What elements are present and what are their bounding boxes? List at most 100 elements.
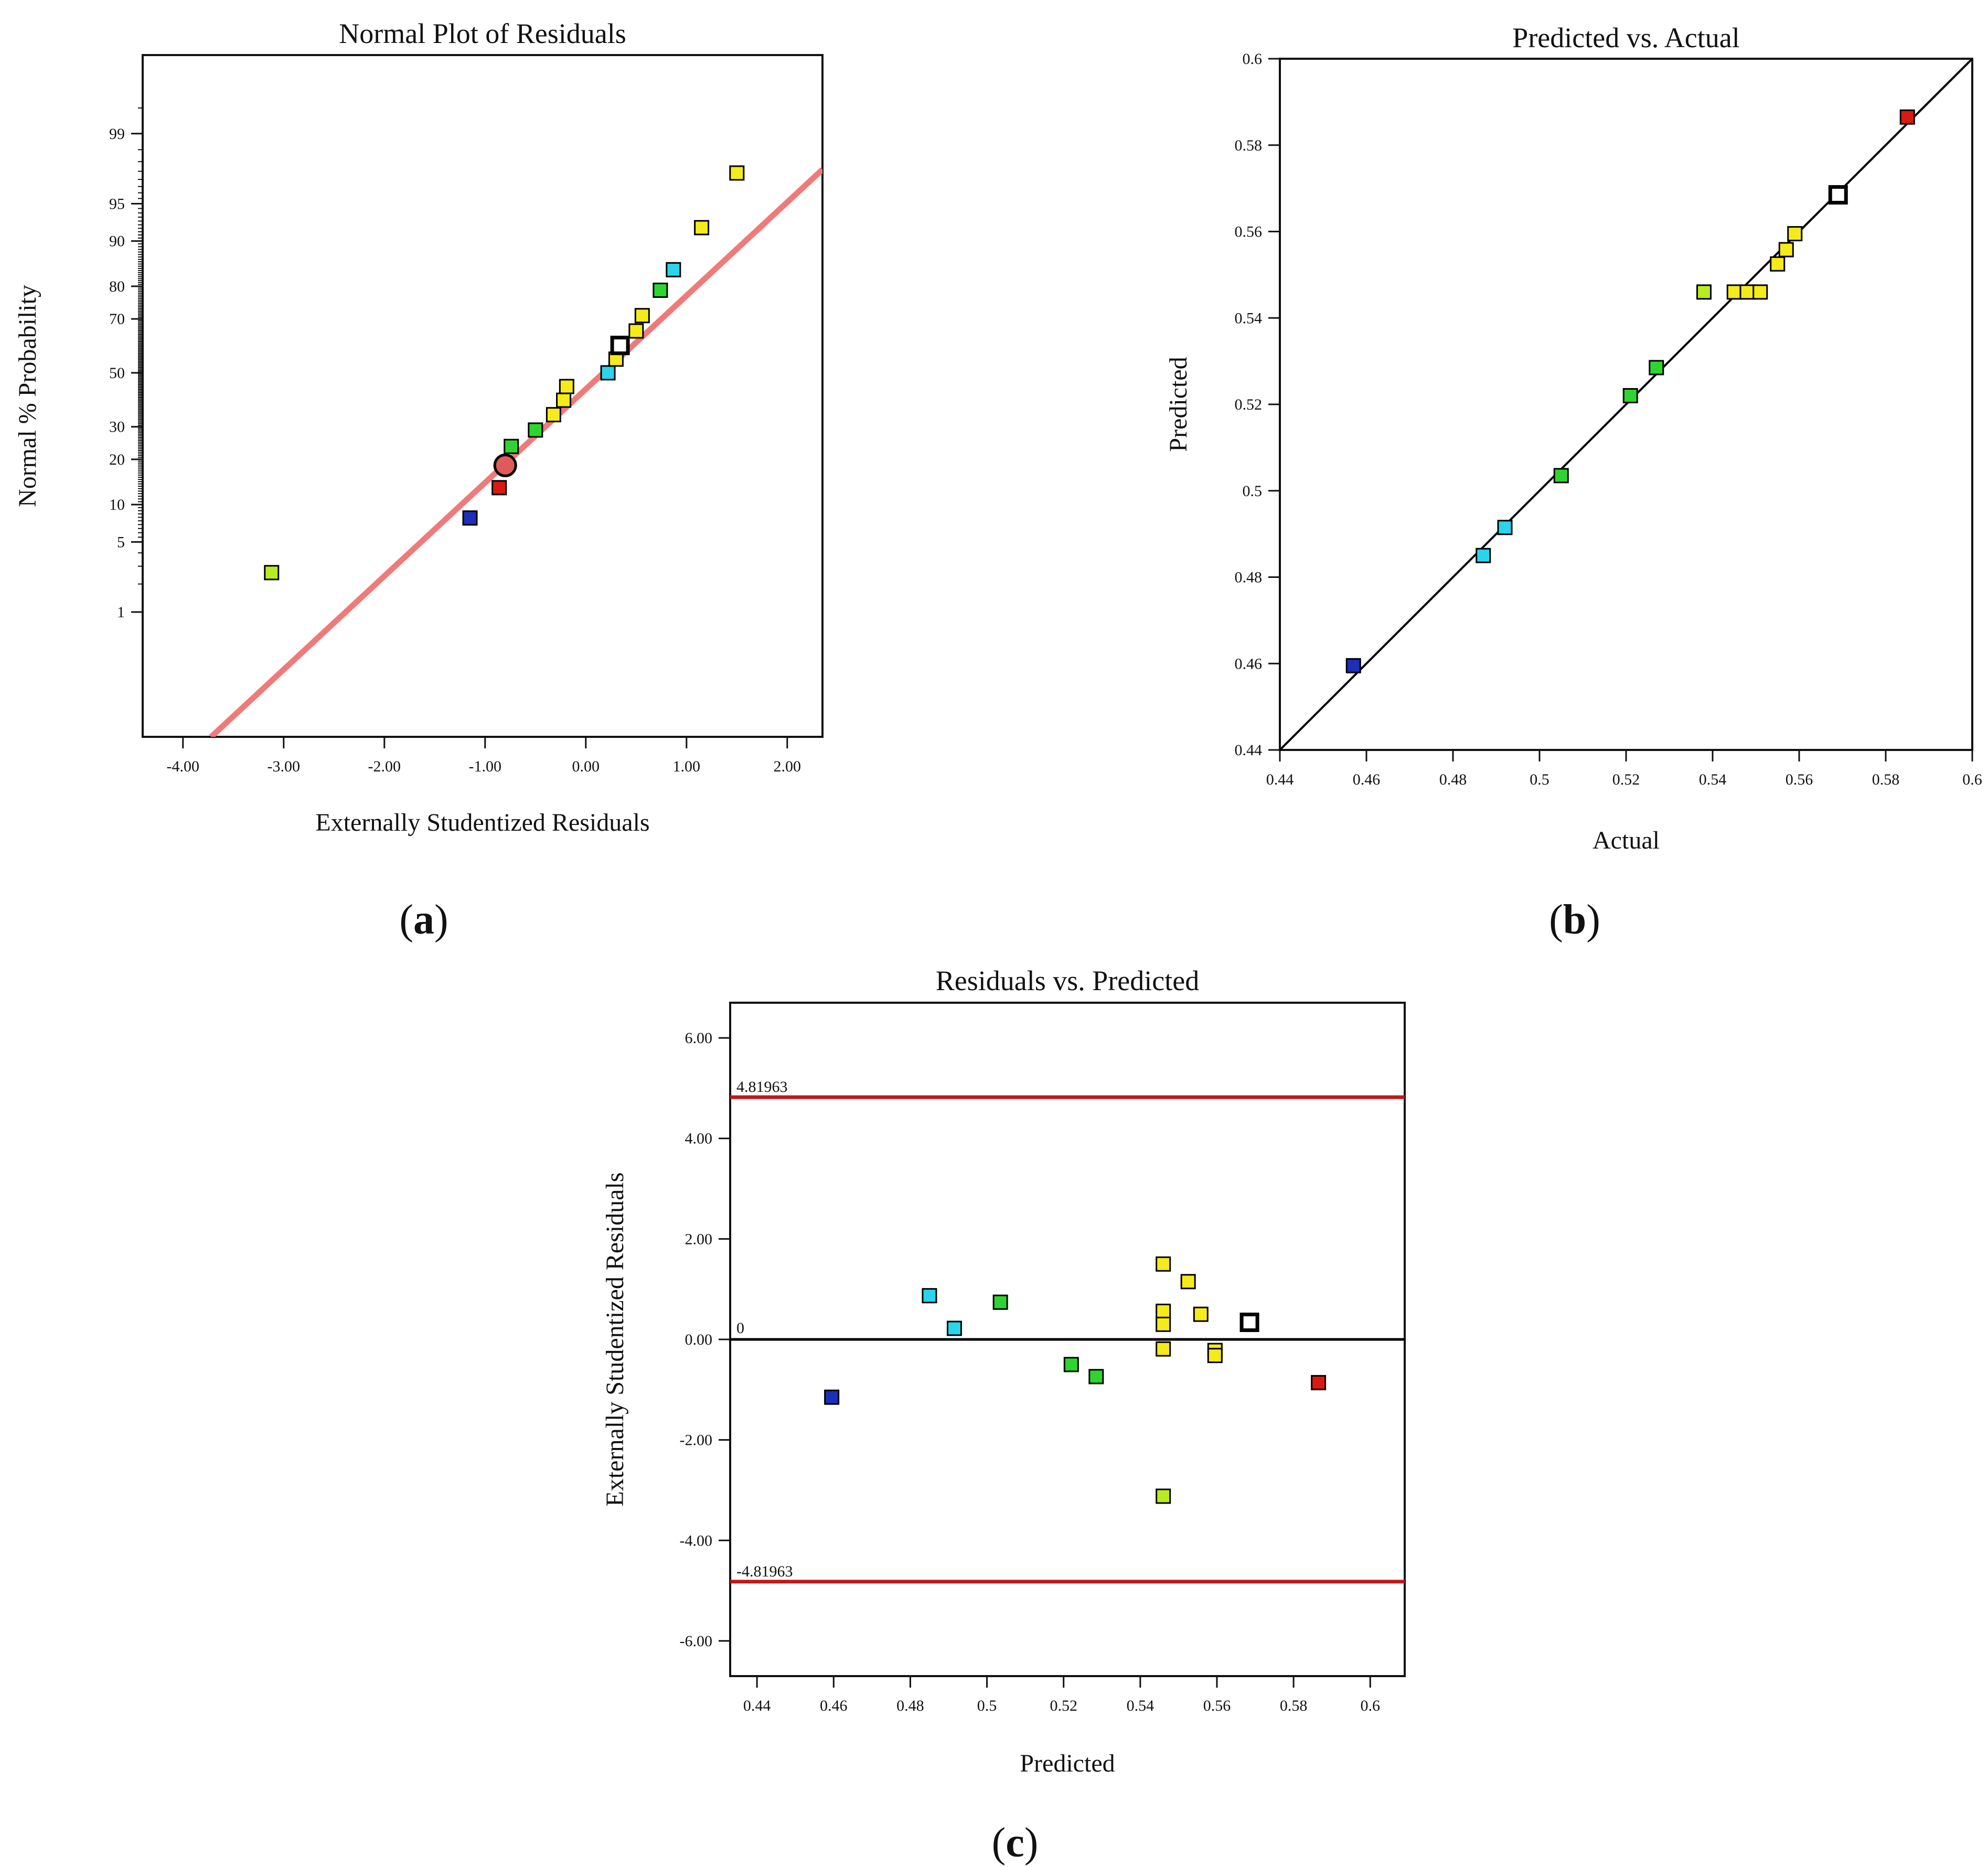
data-point-c xyxy=(1156,1488,1171,1504)
data-point-c xyxy=(1156,1316,1171,1332)
data-point-a xyxy=(600,365,616,381)
y-tick-label-a: 1 xyxy=(117,604,125,621)
x-axis-label-a: Externally Studentized Residuals xyxy=(315,809,649,836)
x-tick-label-a: -4.00 xyxy=(167,758,200,775)
y-tick-label-b: 0.52 xyxy=(1235,396,1263,413)
data-point-a xyxy=(559,379,574,394)
y-tick-label-b: 0.56 xyxy=(1235,223,1263,241)
caption-paren: ( xyxy=(1549,897,1563,943)
x-tick-label-a: -3.00 xyxy=(268,758,301,775)
panel-letter-b: b xyxy=(1563,897,1587,943)
y-axis-label-a: Normal % Probability xyxy=(14,285,41,507)
y-tick-label-a: 90 xyxy=(109,233,125,250)
x-tick-label-c: 0.54 xyxy=(1127,1697,1155,1714)
x-tick-label-b: 0.5 xyxy=(1530,771,1549,788)
x-tick-label-c: 0.56 xyxy=(1203,1697,1231,1714)
x-tick-label-b: 0.52 xyxy=(1612,771,1640,788)
data-point-b xyxy=(1770,256,1786,272)
y-tick-label-a: 50 xyxy=(109,364,125,382)
y-tick-label-c: 4.00 xyxy=(685,1130,713,1147)
x-tick-label-a: -1.00 xyxy=(469,758,502,775)
y-tick-label-c: -2.00 xyxy=(680,1432,713,1449)
x-tick-label-b: 0.6 xyxy=(1962,771,1982,788)
x-tick-label-c: 0.6 xyxy=(1360,1697,1380,1714)
x-tick-label-a: 0.00 xyxy=(572,758,600,775)
data-point-b xyxy=(1899,109,1915,125)
y-tick-label-c: 0.00 xyxy=(685,1331,713,1348)
data-point-a xyxy=(556,392,572,408)
x-tick-label-c: 0.58 xyxy=(1280,1697,1308,1714)
x-tick-label-a: -2.00 xyxy=(368,758,401,775)
y-axis-label-b: Predicted xyxy=(1164,357,1192,452)
data-point-c xyxy=(1156,1303,1171,1319)
y-tick-label-b: 0.6 xyxy=(1243,50,1263,68)
y-tick-label-b: 0.48 xyxy=(1235,569,1263,586)
chart-title-b: Predicted vs. Actual xyxy=(1512,22,1739,53)
x-tick-label-b: 0.44 xyxy=(1266,771,1294,788)
panel-caption-a: (a) xyxy=(399,897,448,943)
data-point-c xyxy=(1193,1306,1209,1322)
data-point-b xyxy=(1553,468,1569,484)
data-point-a xyxy=(694,220,710,235)
x-tick-label-b: 0.54 xyxy=(1699,771,1727,788)
data-point-b xyxy=(1345,658,1361,673)
data-point-b xyxy=(1752,284,1768,300)
x-axis-label-b: Actual xyxy=(1592,827,1660,854)
data-point-a xyxy=(546,407,561,423)
y-tick-label-a: 10 xyxy=(109,496,125,513)
data-point-a xyxy=(493,453,517,477)
data-point-c xyxy=(1311,1375,1327,1390)
caption-paren: ( xyxy=(992,1820,1006,1866)
caption-paren: ) xyxy=(434,897,448,943)
caption-paren: ) xyxy=(1586,897,1600,943)
y-tick-label-a: 5 xyxy=(117,533,125,551)
chart-title-c: Residuals vs. Predicted xyxy=(936,965,1199,996)
x-tick-label-c: 0.5 xyxy=(977,1697,997,1714)
y-tick-label-b: 0.54 xyxy=(1235,309,1263,327)
data-point-c xyxy=(1207,1348,1223,1364)
panel-letter-a: a xyxy=(413,897,434,943)
data-point-a xyxy=(491,480,507,496)
x-tick-label-a: 1.00 xyxy=(673,758,701,775)
chart-title-a: Normal Plot of Residuals xyxy=(339,18,626,49)
chart-a: Normal Plot of Residuals -4.00 -3.00 -2.00 -… xyxy=(14,18,824,836)
data-point-a xyxy=(610,336,630,356)
data-point-b xyxy=(1726,284,1742,300)
data-point-c xyxy=(1180,1274,1196,1290)
data-point-c xyxy=(1088,1369,1104,1385)
panel-letter-c: c xyxy=(1006,1820,1024,1866)
y-tick-label-c: 6.00 xyxy=(685,1029,713,1047)
data-point-c xyxy=(824,1389,840,1405)
data-point-a xyxy=(653,282,668,298)
data-point-b xyxy=(1649,360,1664,375)
y-tick-label-c: -6.00 xyxy=(680,1633,713,1650)
data-point-c xyxy=(1239,1312,1259,1332)
data-point-a xyxy=(462,510,478,526)
x-tick-label-c: 0.52 xyxy=(1050,1697,1077,1714)
x-tick-label-c: 0.48 xyxy=(896,1697,924,1714)
y-tick-label-a: 30 xyxy=(109,419,125,436)
y-tick-label-a: 80 xyxy=(109,278,125,295)
data-point-b xyxy=(1828,185,1848,205)
caption-paren: ( xyxy=(399,897,413,943)
panel-caption-c: (c) xyxy=(992,1820,1039,1866)
limit-label-c: 4.81963 xyxy=(736,1078,788,1096)
data-point-a xyxy=(504,438,519,454)
plot-frame-a xyxy=(142,54,824,738)
fit-line-b xyxy=(1280,59,1972,750)
y-tick-label-b: 0.44 xyxy=(1235,742,1263,759)
y-tick-label-c: 2.00 xyxy=(685,1230,713,1248)
data-point-b xyxy=(1476,548,1491,563)
x-tick-label-b: 0.58 xyxy=(1872,771,1900,788)
limit-label-c: -4.81963 xyxy=(736,1563,793,1580)
data-point-a xyxy=(628,323,644,339)
y-tick-label-b: 0.58 xyxy=(1235,137,1263,154)
data-point-a xyxy=(264,565,280,581)
caption-paren: ) xyxy=(1024,1820,1039,1866)
data-point-c xyxy=(1063,1357,1079,1372)
data-point-c xyxy=(1156,1256,1171,1272)
data-point-c xyxy=(922,1288,937,1304)
y-tick-label-a: 20 xyxy=(109,451,125,468)
x-axis-label-c: Predicted xyxy=(1020,1750,1115,1777)
data-point-b xyxy=(1739,284,1755,300)
